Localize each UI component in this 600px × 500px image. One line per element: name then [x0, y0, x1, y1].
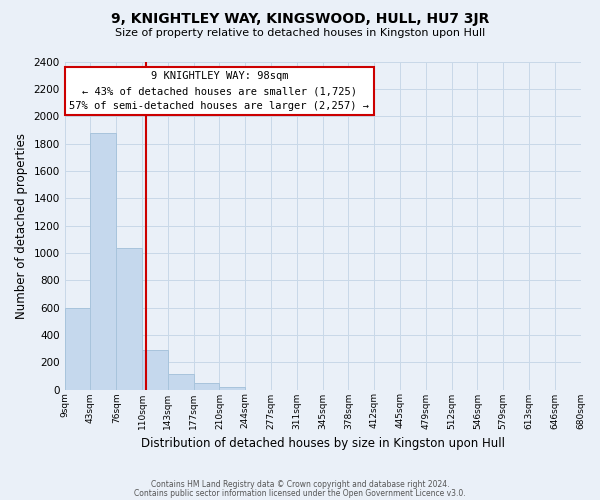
Text: 9, KNIGHTLEY WAY, KINGSWOOD, HULL, HU7 3JR: 9, KNIGHTLEY WAY, KINGSWOOD, HULL, HU7 3…	[111, 12, 489, 26]
Bar	[65, 308, 91, 390]
Bar	[220, 387, 245, 390]
Bar	[116, 248, 142, 390]
Bar	[168, 374, 194, 390]
Bar	[194, 384, 220, 390]
Text: Size of property relative to detached houses in Kingston upon Hull: Size of property relative to detached ho…	[115, 28, 485, 38]
X-axis label: Distribution of detached houses by size in Kingston upon Hull: Distribution of detached houses by size …	[140, 437, 505, 450]
Text: 9 KNIGHTLEY WAY: 98sqm
← 43% of detached houses are smaller (1,725)
57% of semi-: 9 KNIGHTLEY WAY: 98sqm ← 43% of detached…	[70, 72, 370, 111]
Bar	[91, 132, 116, 390]
Text: Contains public sector information licensed under the Open Government Licence v3: Contains public sector information licen…	[134, 488, 466, 498]
Bar	[142, 350, 168, 390]
Y-axis label: Number of detached properties: Number of detached properties	[15, 132, 28, 318]
Text: Contains HM Land Registry data © Crown copyright and database right 2024.: Contains HM Land Registry data © Crown c…	[151, 480, 449, 489]
